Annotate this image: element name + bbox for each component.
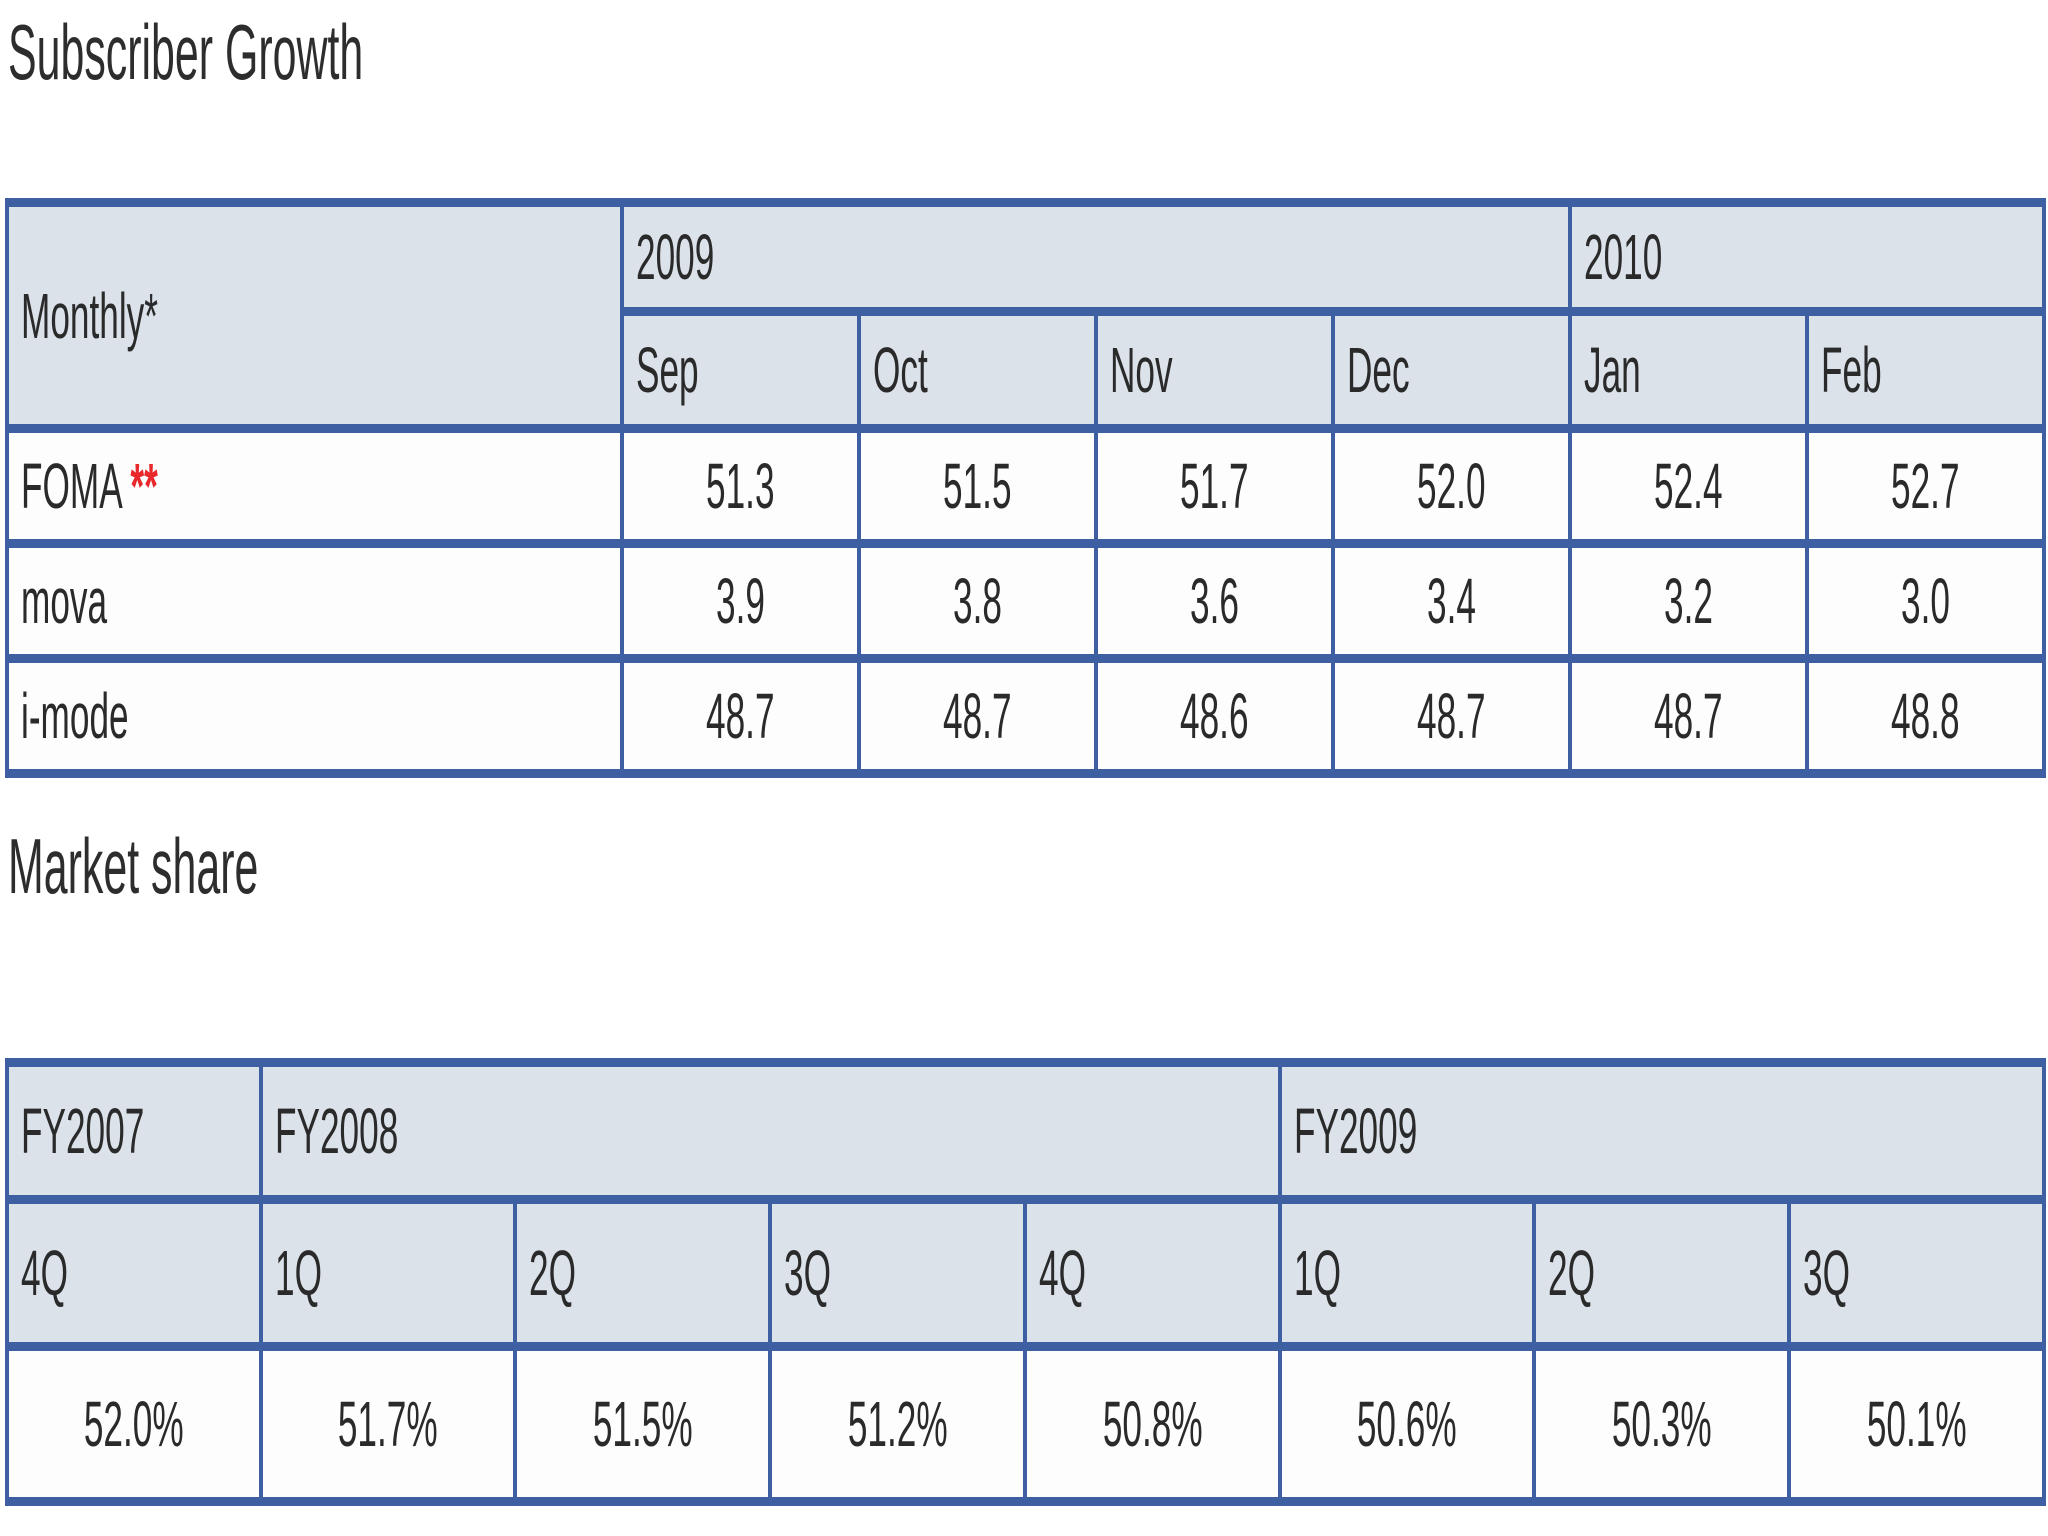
foma-jan-value: 52.4 [1568, 424, 1809, 548]
fy2007-header: FY2007 [5, 1058, 263, 1204]
imode-oct-value: 48.7 [857, 654, 1098, 778]
subscriber-growth-table: Monthly* 2009 2010 Sep Oct Nov Dec Jan F… [5, 198, 2046, 778]
year-2009-label: 2009 [636, 221, 715, 293]
quarter-label: 1Q [1294, 1237, 1341, 1309]
imode-sep-value: 48.7 [620, 654, 861, 778]
quarter-header-fy2009-2q: 2Q [1532, 1195, 1792, 1351]
year-header-row: Monthly* 2009 2010 [5, 198, 2046, 433]
market-share-table: FY2007 FY2008 FY2009 4Q 1Q 2Q 3Q 4Q 1Q 2… [5, 1058, 2047, 1506]
table-row-mova: mova 3.9 3.8 3.6 3.4 3.2 3.0 [5, 539, 2046, 663]
quarter-header-fy2008-2q: 2Q [513, 1195, 772, 1351]
quarter-header-fy2009-1q: 1Q [1278, 1195, 1537, 1351]
mova-oct-value: 3.8 [857, 539, 1098, 663]
share-fy2009-2q-value: 50.3% [1532, 1342, 1792, 1506]
table-row-imode: i-mode 48.7 48.7 48.6 48.7 48.7 48.8 [5, 654, 2046, 778]
quarter-label: 1Q [275, 1237, 322, 1309]
foma-footnote-marker: ** [130, 450, 158, 522]
month-label: Sep [636, 334, 699, 406]
fy2009-label: FY2009 [1294, 1095, 1418, 1167]
quarter-header-fy2008-3q: 3Q [768, 1195, 1027, 1351]
year-header-2009: 2009 [620, 198, 1572, 316]
quarter-header-fy2009-3q: 3Q [1787, 1195, 2047, 1351]
imode-dec-value: 48.7 [1331, 654, 1572, 778]
share-fy2009-1q-value: 50.6% [1278, 1342, 1537, 1506]
month-header-jan: Jan [1568, 307, 1809, 433]
mova-feb-value: 3.0 [1805, 539, 2046, 663]
month-header-nov: Nov [1094, 307, 1335, 433]
month-label: Feb [1821, 334, 1882, 406]
month-header-feb: Feb [1805, 307, 2046, 433]
subscriber-growth-title: Subscriber Growth [8, 8, 654, 96]
row-label-mova: mova [5, 539, 624, 663]
foma-label: FOMA [21, 450, 123, 522]
quarter-header-fy2007-4q: 4Q [5, 1195, 263, 1351]
foma-feb-value: 52.7 [1805, 424, 2046, 548]
market-share-title-text: Market share [8, 822, 259, 910]
mova-jan-value: 3.2 [1568, 539, 1809, 663]
month-label: Nov [1110, 334, 1173, 406]
market-share-value-row: 52.0% 51.7% 51.5% 51.2% 50.8% 50.6% 50.3… [5, 1342, 2047, 1506]
fy2008-label: FY2008 [275, 1095, 399, 1167]
imode-feb-value: 48.8 [1805, 654, 2046, 778]
fy2009-header: FY2009 [1278, 1058, 2047, 1204]
month-header-sep: Sep [620, 307, 861, 433]
fiscal-year-header-row: FY2007 FY2008 FY2009 [5, 1058, 2047, 1204]
month-label: Dec [1347, 334, 1410, 406]
corner-header-monthly: Monthly* [5, 198, 624, 433]
market-share-title: Market share [8, 822, 463, 910]
quarter-label: 2Q [1548, 1237, 1595, 1309]
quarter-label: 3Q [1803, 1237, 1850, 1309]
share-fy2008-4q-value: 50.8% [1022, 1342, 1283, 1506]
year-header-2010: 2010 [1568, 198, 2046, 316]
imode-nov-value: 48.6 [1094, 654, 1335, 778]
mova-dec-value: 3.4 [1331, 539, 1572, 663]
imode-jan-value: 48.7 [1568, 654, 1809, 778]
quarter-header-fy2008-4q: 4Q [1022, 1195, 1283, 1351]
foma-oct-value: 51.5 [857, 424, 1098, 548]
quarter-label: 3Q [784, 1237, 831, 1309]
mova-nov-value: 3.6 [1094, 539, 1335, 663]
imode-label: i-mode [21, 680, 129, 752]
month-header-row: Sep Oct Nov Dec Jan Feb [7, 307, 2046, 433]
month-label: Oct [873, 334, 928, 406]
quarter-label: 4Q [21, 1237, 68, 1309]
share-fy2008-1q-value: 51.7% [259, 1342, 517, 1506]
foma-dec-value: 52.0 [1331, 424, 1572, 548]
share-fy2009-3q-value: 50.1% [1787, 1342, 2047, 1506]
share-fy2008-3q-value: 51.2% [768, 1342, 1027, 1506]
month-header-oct: Oct [857, 307, 1098, 433]
row-label-imode: i-mode [5, 654, 624, 778]
share-fy2007-4q-value: 52.0% [5, 1342, 263, 1506]
fy2007-label: FY2007 [21, 1095, 145, 1167]
quarter-label: 2Q [529, 1237, 576, 1309]
month-label: Jan [1584, 334, 1641, 406]
fy2008-header: FY2008 [258, 1058, 1283, 1204]
quarter-header-row: 4Q 1Q 2Q 3Q 4Q 1Q 2Q 3Q [5, 1195, 2047, 1351]
quarter-label: 4Q [1039, 1237, 1086, 1309]
table-row-foma: FOMA ** 51.3 51.5 51.7 52.0 52.4 52.7 [5, 424, 2046, 548]
foma-sep-value: 51.3 [620, 424, 861, 548]
quarter-header-fy2008-1q: 1Q [259, 1195, 517, 1351]
mova-label: mova [21, 565, 108, 637]
subscriber-growth-title-text: Subscriber Growth [8, 8, 364, 96]
month-header-dec: Dec [1331, 307, 1572, 433]
corner-header-label: Monthly* [21, 279, 158, 352]
share-fy2008-2q-value: 51.5% [513, 1342, 772, 1506]
year-2010-label: 2010 [1584, 221, 1663, 293]
row-label-foma: FOMA ** [5, 424, 624, 548]
foma-nov-value: 51.7 [1094, 424, 1335, 548]
mova-sep-value: 3.9 [620, 539, 861, 663]
